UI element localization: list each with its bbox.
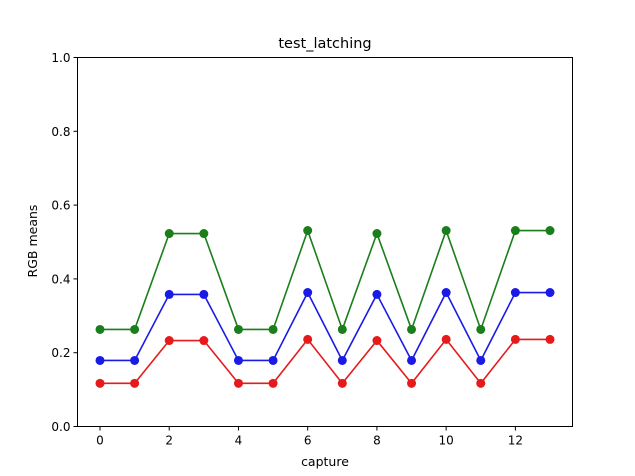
data-point bbox=[337, 355, 347, 365]
data-point bbox=[199, 289, 209, 299]
data-point bbox=[268, 324, 278, 334]
data-point bbox=[199, 229, 209, 239]
data-point bbox=[268, 355, 278, 365]
data-point bbox=[95, 355, 105, 365]
y-tick-label: 0.0 bbox=[51, 420, 70, 434]
y-tick-label: 0.4 bbox=[51, 272, 70, 286]
series-0 bbox=[95, 226, 555, 334]
data-point bbox=[407, 355, 417, 365]
data-point bbox=[476, 355, 486, 365]
data-point bbox=[268, 378, 278, 388]
data-point bbox=[303, 288, 313, 298]
series-2 bbox=[95, 334, 555, 388]
series-line bbox=[100, 228, 550, 332]
data-point bbox=[510, 226, 520, 236]
data-point bbox=[130, 324, 140, 334]
data-point bbox=[372, 289, 382, 299]
data-point bbox=[372, 336, 382, 346]
data-point bbox=[476, 324, 486, 334]
x-tick-label: 2 bbox=[165, 434, 173, 448]
data-point bbox=[130, 355, 140, 365]
y-tick-label: 1.0 bbox=[51, 51, 70, 65]
x-tick-label: 10 bbox=[439, 434, 454, 448]
data-point bbox=[95, 378, 105, 388]
data-point bbox=[164, 229, 174, 239]
data-point bbox=[199, 336, 209, 346]
series-1 bbox=[95, 288, 555, 365]
y-axis-label: RGB means bbox=[25, 205, 40, 278]
x-tick-label: 12 bbox=[508, 434, 523, 448]
series-line bbox=[100, 290, 550, 363]
data-point bbox=[441, 226, 451, 236]
data-point bbox=[303, 226, 313, 236]
y-tick-label: 0.2 bbox=[51, 346, 70, 360]
data-point bbox=[545, 288, 555, 298]
data-point bbox=[510, 288, 520, 298]
data-point bbox=[233, 355, 243, 365]
data-point bbox=[441, 288, 451, 298]
x-tick-label: 4 bbox=[235, 434, 243, 448]
data-point bbox=[337, 378, 347, 388]
data-point bbox=[303, 334, 313, 344]
plot-frame bbox=[77, 57, 573, 427]
data-point bbox=[545, 226, 555, 236]
data-point bbox=[337, 324, 347, 334]
x-axis-label: capture bbox=[301, 454, 349, 469]
data-point bbox=[407, 378, 417, 388]
y-tick-label: 0.8 bbox=[51, 125, 70, 139]
x-tick-label: 6 bbox=[304, 434, 312, 448]
data-point bbox=[372, 229, 382, 239]
data-point bbox=[476, 378, 486, 388]
y-tick-label: 0.6 bbox=[51, 199, 70, 213]
x-tick-label: 0 bbox=[96, 434, 104, 448]
data-point bbox=[510, 334, 520, 344]
data-point bbox=[407, 324, 417, 334]
data-point bbox=[545, 334, 555, 344]
data-point bbox=[233, 378, 243, 388]
data-point bbox=[164, 336, 174, 346]
x-tick-label: 8 bbox=[373, 434, 381, 448]
data-point bbox=[233, 324, 243, 334]
data-point bbox=[164, 289, 174, 299]
chart-title: test_latching bbox=[278, 36, 371, 52]
data-point bbox=[95, 324, 105, 334]
series-line bbox=[100, 338, 550, 385]
data-point bbox=[441, 334, 451, 344]
data-point bbox=[130, 378, 140, 388]
